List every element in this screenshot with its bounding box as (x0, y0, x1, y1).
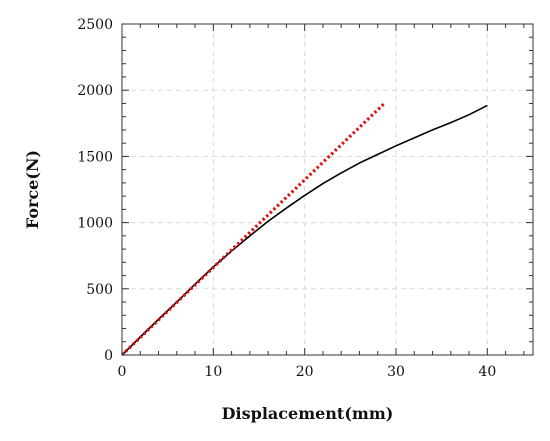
grid-lines (122, 24, 533, 355)
x-tick-label: 30 (387, 364, 405, 380)
y-tick-label: 1500 (77, 149, 113, 165)
tick-labels: 0 10 20 30 40 0 500 1000 1500 2000 2500 (77, 17, 496, 380)
y-tick-label: 500 (86, 282, 113, 298)
data-series (120, 101, 488, 357)
y-tick-label: 0 (104, 348, 113, 364)
x-tick-label: 10 (204, 364, 222, 380)
y-tick-label: 2500 (77, 17, 113, 33)
force-displacement-curve (121, 104, 488, 356)
major-ticks (121, 23, 533, 356)
minor-ticks (122, 24, 533, 355)
y-tick-label: 2000 (77, 83, 113, 99)
linear-fit-dotted-line (120, 101, 387, 357)
y-axis-title: Force(N) (23, 150, 42, 229)
x-axis-title: Displacement(mm) (222, 404, 394, 423)
x-tick-label: 20 (296, 364, 314, 380)
x-tick-label: 0 (118, 364, 127, 380)
plot-frame (121, 23, 534, 356)
y-tick-label: 1000 (77, 216, 113, 232)
x-tick-label: 40 (478, 364, 496, 380)
